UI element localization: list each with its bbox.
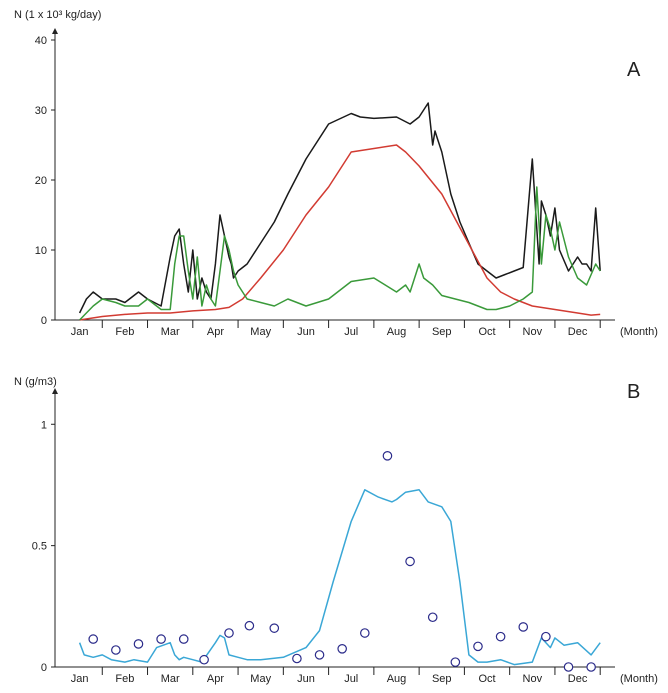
panel-a-y-tick-label: 40	[35, 35, 47, 47]
panel-b-x-tick-label: Jun	[297, 673, 315, 685]
panel-b-data-point	[382, 451, 393, 461]
panel-b-data-point	[292, 653, 302, 664]
panel-a-x-tick-label: Mar	[161, 326, 180, 338]
panel-a-x-tick-label: Sep	[432, 326, 452, 338]
panel-b-y-tick-label: 0.5	[32, 541, 47, 553]
panel-a-series-red-line	[79, 144, 601, 321]
panel-b-data-point	[495, 631, 506, 642]
panel-b-y-tick-label: 0	[41, 662, 47, 674]
panel-b-data-point	[360, 628, 370, 638]
panel-b-plot: 0 0.5 1 Jan Feb Mar Apr May Jun Jul Aug Sep Oct Nov De…	[32, 388, 615, 685]
panel-a-y-tick-label: 20	[35, 175, 47, 187]
panel-a-x-tick-label: May	[250, 326, 271, 338]
panel-a-label: A	[627, 59, 641, 81]
panel-a-y-tick-label: 10	[35, 245, 47, 257]
panel-b-x-tick-label: Apr	[207, 673, 224, 685]
panel-a-xlabel: (Month)	[620, 326, 658, 338]
panel-b-x-tick-label: Feb	[115, 673, 134, 685]
panel-b-data-point	[427, 612, 438, 623]
panel-a-x-tick-label: Oct	[478, 326, 495, 338]
panel-b-ylabel: N (g/m3)	[14, 376, 57, 388]
panel-b-data-point	[88, 634, 99, 644]
panel-a-series-green-line	[79, 186, 601, 321]
panel-b-data-point	[133, 639, 144, 649]
panel-a-y-tick-label: 30	[35, 105, 47, 117]
panel-a-x-tick-label: Feb	[115, 326, 134, 338]
panel-b-data-point	[586, 662, 596, 672]
panel-b-data-point	[199, 654, 209, 665]
panel-b-data-point	[224, 628, 234, 638]
panel-b-data-point	[450, 657, 461, 667]
panel-b-y-tick-label: 1	[41, 419, 47, 431]
panel-a-ylabel: N (1 x 10³ kg/day)	[14, 9, 101, 21]
panel-b-y-arrow	[52, 388, 58, 394]
panel-a-series-black-line	[78, 102, 601, 314]
panel-b-data-point	[269, 623, 280, 633]
panel-b-x-tick-label: Dec	[568, 673, 588, 685]
panel-a-x-tick-label: Dec	[568, 326, 588, 338]
panel-b-x-tick-label: Sep	[432, 673, 452, 685]
panel-b-x-tick-label: Mar	[161, 673, 180, 685]
panel-b-data-point	[518, 622, 529, 632]
panel-b-x-tick-label: May	[250, 673, 271, 685]
panel-b-data-point	[314, 650, 325, 660]
panel-b-data-point	[405, 556, 415, 567]
panel-a-x-tick-label: Apr	[207, 326, 224, 338]
panel-a-x-tick-label: Nov	[523, 326, 543, 338]
panel-a-x-tick-label: Jun	[297, 326, 315, 338]
panel-b-data-point	[563, 662, 574, 672]
panel-b-data-point	[111, 645, 121, 655]
panel-b-xlabel: (Month)	[620, 673, 658, 685]
panel-a-y-arrow	[52, 28, 58, 34]
panel-b-data-point	[178, 634, 189, 644]
panel-b-data-point	[244, 620, 255, 631]
panel-b-data-point	[541, 631, 551, 642]
panel-b-data-point	[337, 643, 347, 654]
panel-b-x-tick-label: Jan	[71, 673, 89, 685]
panel-a-x-tick-label: Aug	[387, 326, 407, 338]
panel-b-series-line-line	[78, 489, 601, 666]
panel-a-x-tick-label: Jul	[344, 326, 358, 338]
panel-a-plot: 0 10 20 30 40 Jan Feb Mar Apr May Jun Jul Aug Sep Oct N…	[35, 28, 615, 338]
panel-b-label: B	[627, 381, 640, 403]
panel-a-y-tick-label: 0	[41, 315, 47, 327]
panel-a-x-tick-label: Jan	[71, 326, 89, 338]
panel-b-x-tick-label: Jul	[344, 673, 358, 685]
panel-b-x-tick-label: Oct	[478, 673, 495, 685]
panel-b-data-point	[156, 634, 166, 644]
panel-b-data-point	[473, 641, 483, 652]
panel-b-x-tick-label: Nov	[523, 673, 543, 685]
panel-b-x-tick-label: Aug	[387, 673, 407, 685]
